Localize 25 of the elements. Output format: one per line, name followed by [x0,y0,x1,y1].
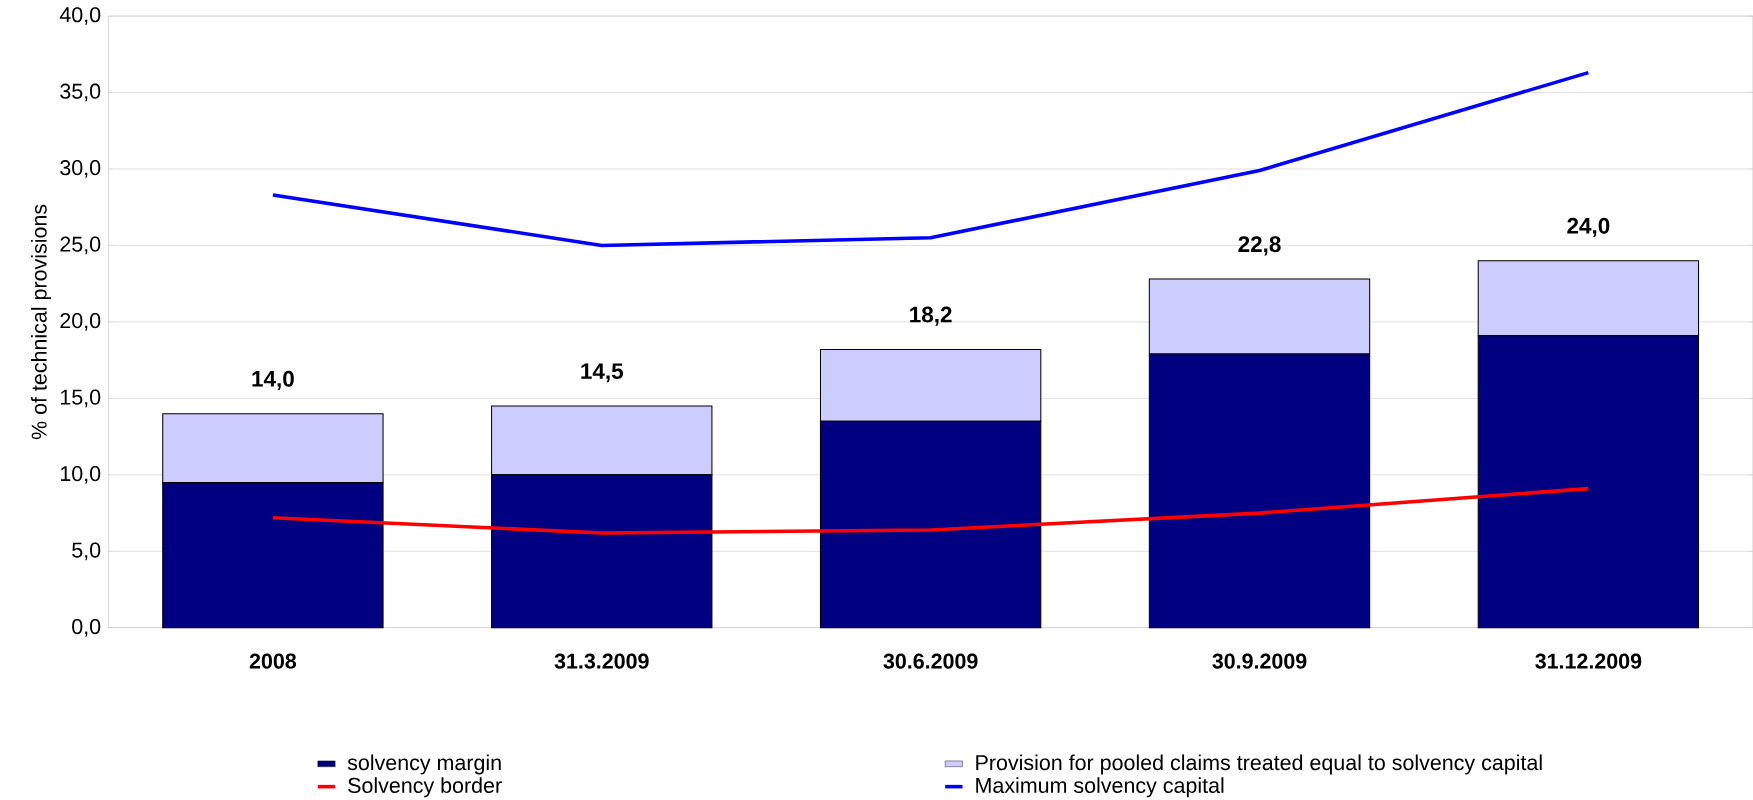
legend-label: Maximum solvency capital [976,777,1224,798]
total-label: 14,5 [581,363,623,383]
legend-label: Solvency border [348,777,502,798]
x-tick-label: 30.9.2009 [1212,653,1307,669]
total-label: 24,0 [1567,217,1610,237]
y-tick-label: 40,0 [59,7,101,25]
x-tick-label: 30.6.2009 [883,653,978,669]
total-label: 14,0 [252,370,294,390]
y-tick-label: 5,0 [72,542,101,561]
x-tick-label: 31.12.2009 [1535,653,1642,669]
y-tick-label: 10,0 [60,465,101,484]
line-series [271,486,1591,535]
x-tick-label: 2008 [249,653,297,669]
y-tick-label: 35,0 [60,83,101,102]
y-axis-title: % of technical provisions [30,204,51,440]
y-tick-label: 20,0 [60,313,101,331]
total-label: 22,8 [1238,236,1281,256]
y-tick-label: 25,0 [60,236,101,255]
y-tick-label: 30,0 [60,160,101,178]
legend-label: Provision for pooled claims treated equal to solvency capital [976,754,1542,775]
total-label: 18,2 [910,306,952,326]
x-tick-label: 31.3.2009 [554,653,649,669]
legend-label: solvency margin [347,754,501,775]
y-tick-label: 0,0 [72,618,101,637]
y-tick-label: 15,0 [60,389,101,408]
